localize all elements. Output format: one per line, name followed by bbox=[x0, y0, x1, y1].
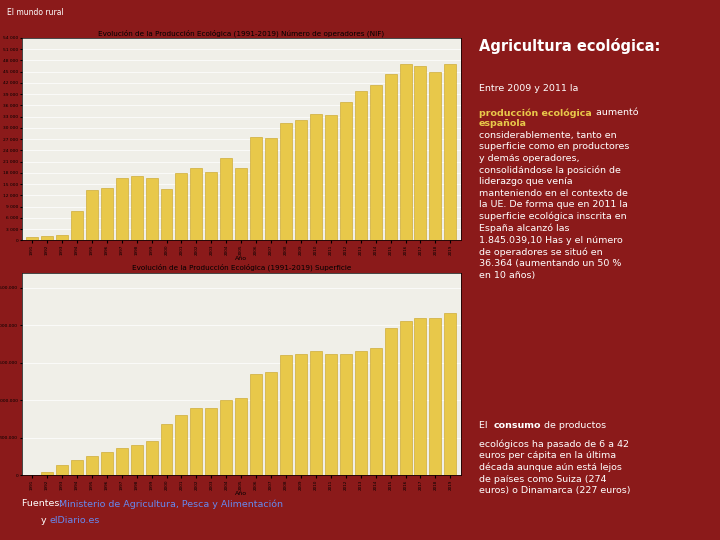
Bar bbox=[26, 237, 38, 240]
Bar bbox=[265, 373, 277, 475]
Text: Entre 2009 y 2011 la: Entre 2009 y 2011 la bbox=[479, 84, 578, 93]
Bar bbox=[235, 168, 247, 240]
Bar bbox=[101, 187, 113, 240]
X-axis label: Año: Año bbox=[235, 256, 247, 261]
Text: y: y bbox=[41, 516, 50, 525]
Text: consumo: consumo bbox=[494, 421, 541, 430]
Bar bbox=[415, 66, 426, 240]
Text: ecológicos ha pasado de 6 a 42
euros per cápita en la última
década aunque aún e: ecológicos ha pasado de 6 a 42 euros per… bbox=[479, 439, 630, 495]
Bar bbox=[355, 352, 366, 475]
Text: El mundo rural: El mundo rural bbox=[7, 8, 64, 17]
Bar bbox=[400, 321, 412, 475]
Bar bbox=[71, 460, 83, 475]
Bar bbox=[130, 445, 143, 475]
Bar bbox=[325, 354, 337, 475]
Bar bbox=[369, 85, 382, 240]
Bar bbox=[280, 355, 292, 475]
Bar bbox=[41, 472, 53, 475]
Text: Agricultura ecológica:: Agricultura ecológica: bbox=[479, 38, 660, 54]
Text: Fuentes:: Fuentes: bbox=[22, 500, 66, 509]
Bar bbox=[145, 178, 158, 240]
Bar bbox=[340, 102, 352, 240]
Text: aumentó: aumentó bbox=[593, 108, 638, 117]
Bar bbox=[384, 328, 397, 475]
Bar bbox=[444, 313, 456, 475]
Text: considerablemente, tanto en
superficie como en productores
y demás operadores,
c: considerablemente, tanto en superficie c… bbox=[479, 131, 629, 280]
Bar bbox=[86, 456, 98, 475]
Bar bbox=[116, 178, 127, 240]
Bar bbox=[41, 236, 53, 240]
Bar bbox=[295, 120, 307, 240]
Bar bbox=[355, 91, 366, 240]
Bar bbox=[280, 123, 292, 240]
Bar bbox=[130, 176, 143, 240]
Text: producción ecológica
española: producción ecológica española bbox=[479, 108, 592, 128]
Bar bbox=[384, 74, 397, 240]
Bar bbox=[429, 318, 441, 475]
Bar bbox=[340, 354, 352, 475]
Text: El: El bbox=[479, 421, 490, 430]
Title: Evolución de la Producción Ecológica (1991-2019) Superficie: Evolución de la Producción Ecológica (19… bbox=[132, 264, 351, 272]
Bar bbox=[56, 465, 68, 475]
Bar bbox=[190, 168, 202, 240]
Bar bbox=[429, 71, 441, 240]
Bar bbox=[325, 114, 337, 240]
Bar bbox=[400, 64, 412, 240]
Bar bbox=[310, 350, 322, 475]
Bar bbox=[444, 64, 456, 240]
Bar bbox=[190, 408, 202, 475]
Bar bbox=[295, 354, 307, 475]
Bar bbox=[145, 441, 158, 475]
Text: Ministerio de Agricultura, Pesca y Alimentación: Ministerio de Agricultura, Pesca y Alime… bbox=[59, 500, 283, 509]
Bar bbox=[56, 235, 68, 240]
Bar bbox=[176, 173, 187, 240]
Bar bbox=[101, 451, 113, 475]
Bar bbox=[161, 189, 173, 240]
Bar bbox=[415, 318, 426, 475]
Bar bbox=[161, 424, 173, 475]
Bar bbox=[250, 374, 262, 475]
Bar bbox=[176, 415, 187, 475]
Bar bbox=[250, 137, 262, 240]
Bar bbox=[71, 211, 83, 240]
Bar bbox=[265, 138, 277, 240]
Text: de productos: de productos bbox=[541, 421, 606, 430]
Bar bbox=[310, 114, 322, 240]
Bar bbox=[220, 158, 233, 240]
Bar bbox=[220, 400, 233, 475]
Text: elDiario.es: elDiario.es bbox=[50, 516, 100, 525]
Bar bbox=[86, 190, 98, 240]
Bar bbox=[116, 448, 127, 475]
Bar bbox=[369, 348, 382, 475]
Bar bbox=[205, 408, 217, 475]
Bar bbox=[205, 172, 217, 240]
Bar bbox=[235, 398, 247, 475]
Title: Evolución de la Producción Ecológica (1991-2019) Número de operadores (NIF): Evolución de la Producción Ecológica (19… bbox=[98, 29, 384, 37]
X-axis label: Año: Año bbox=[235, 491, 247, 496]
